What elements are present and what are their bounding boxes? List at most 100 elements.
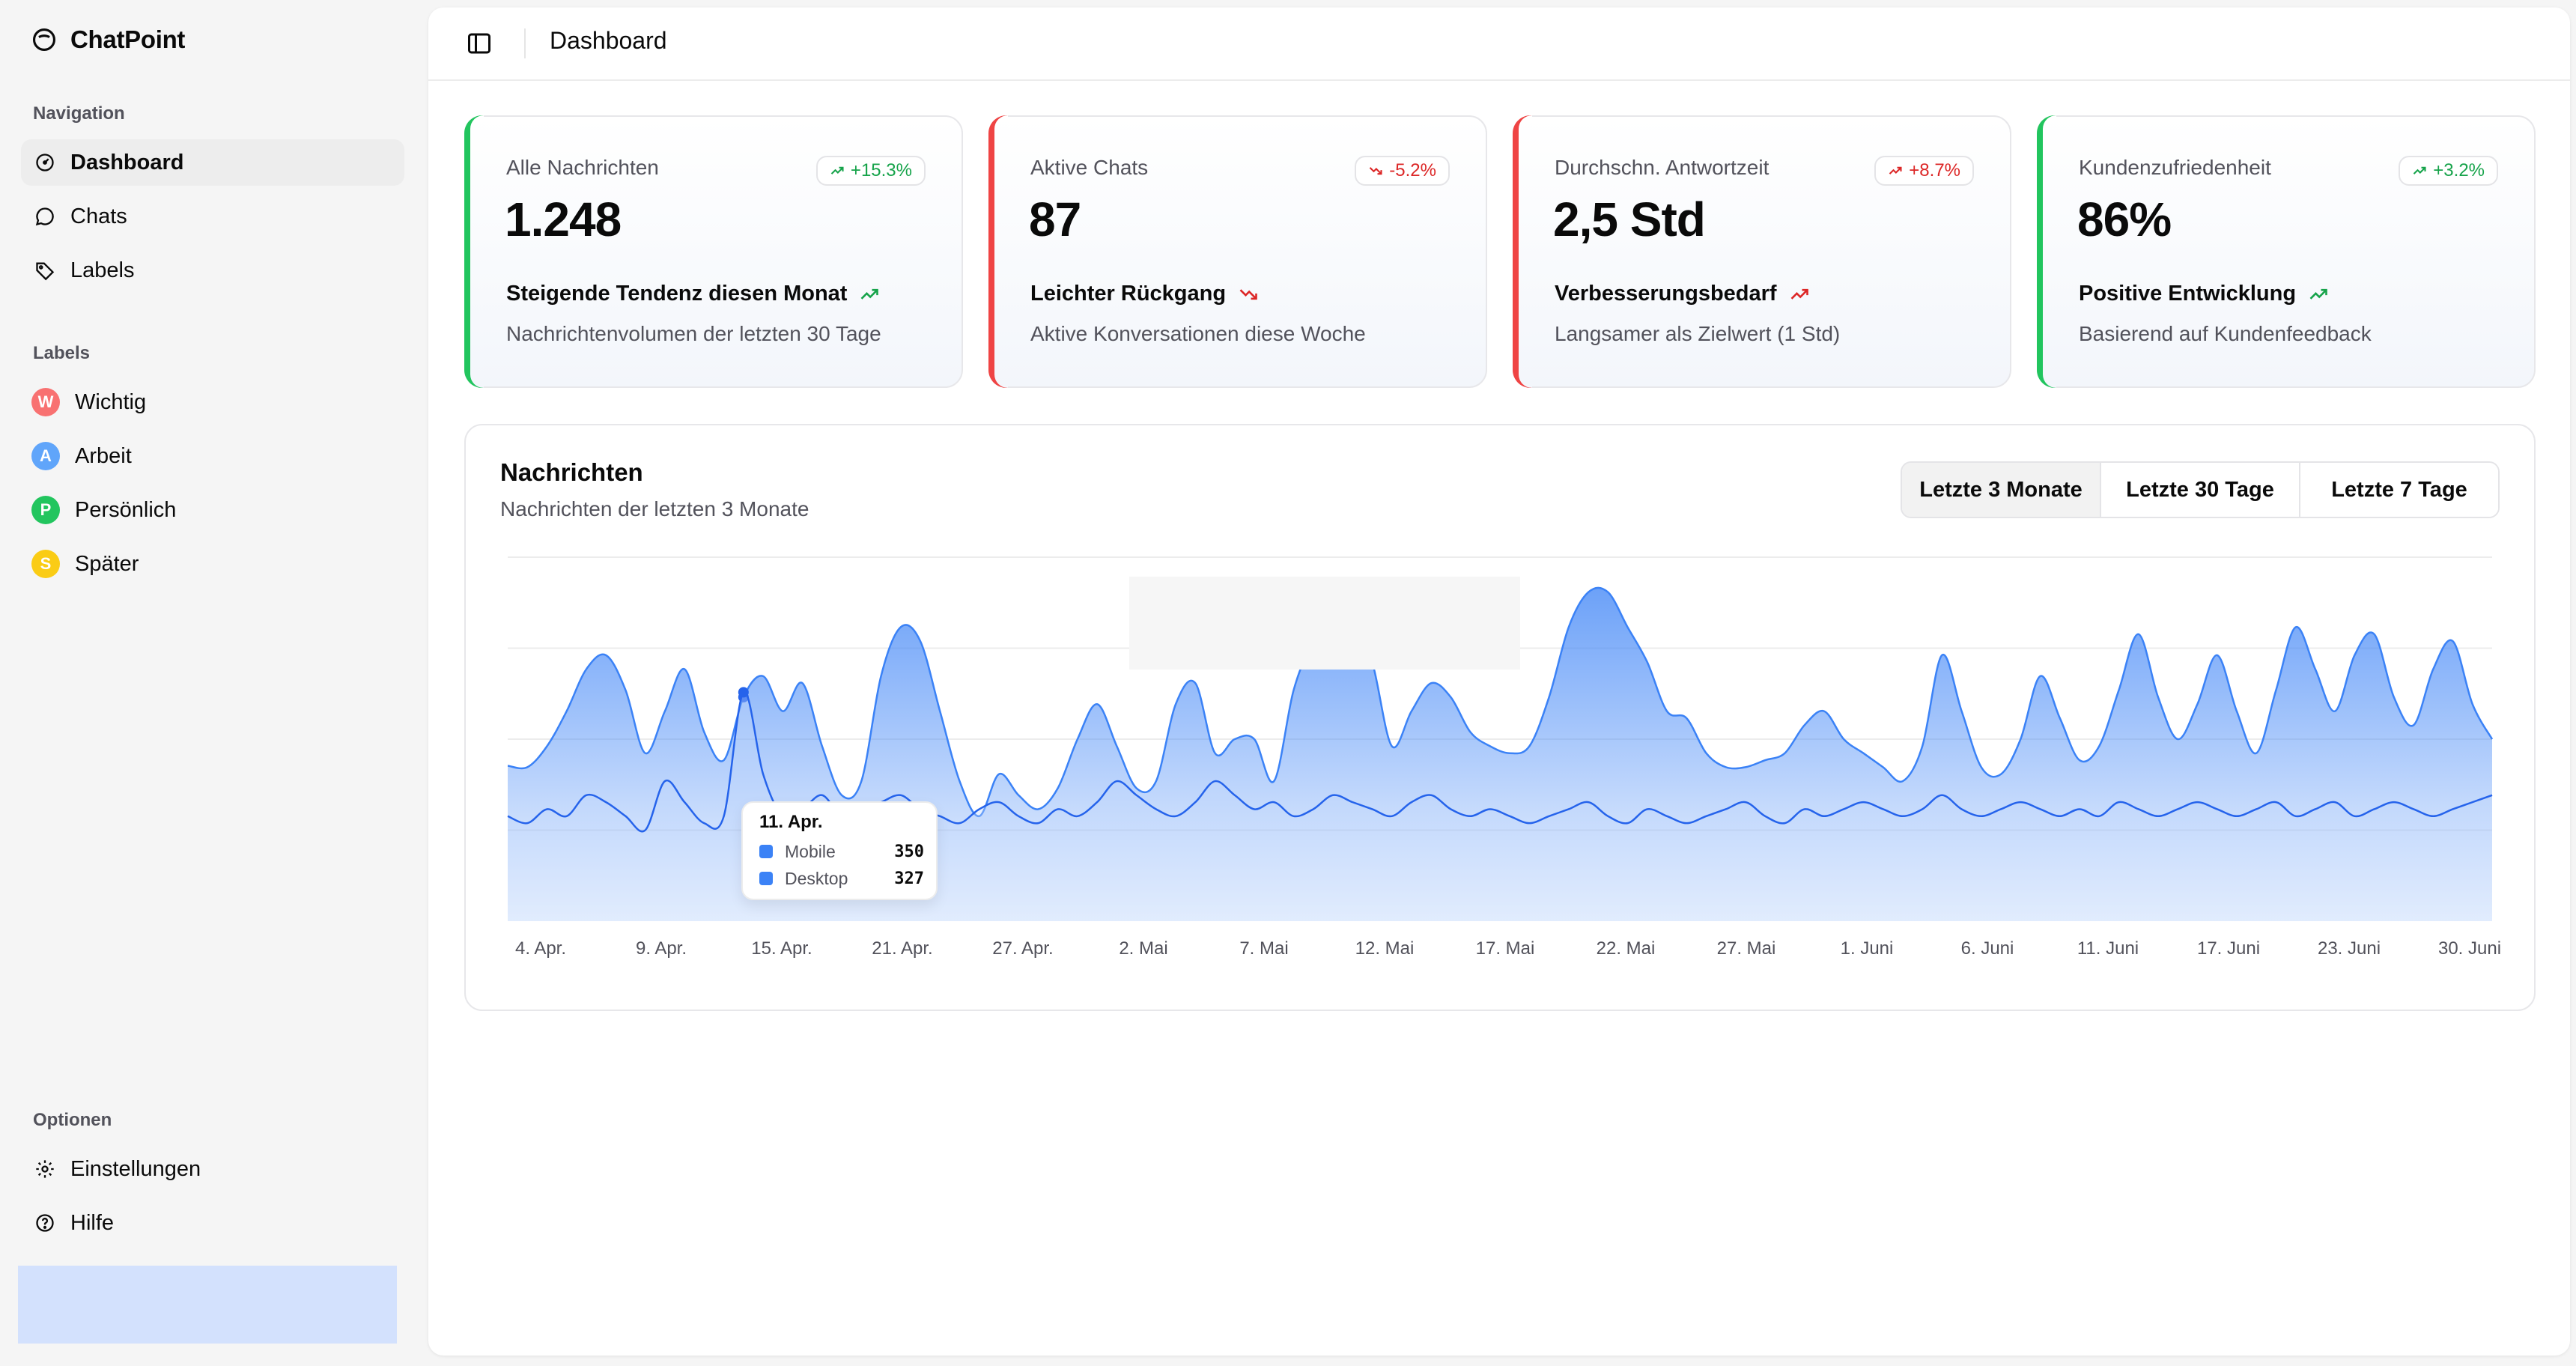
x-tick-label: 21. Apr. (872, 938, 932, 959)
range-7-days-button[interactable]: Letzte 7 Tage (2299, 463, 2498, 517)
trending-down-icon (1370, 167, 1382, 175)
x-tick-label: 15. Apr. (751, 938, 812, 959)
main-panel: Dashboard Alle Nachrichten +15.3% 1.248 … (428, 7, 2570, 1356)
nav-item-label: Hilfe (70, 1210, 115, 1235)
label-item-label: Persönlich (75, 497, 177, 522)
tooltip-row-desktop: Desktop 327 (759, 867, 924, 890)
gear-icon (36, 1160, 54, 1178)
card-trend-line: Positive Entwicklung (2079, 282, 2329, 306)
label-item-label: Arbeit (75, 443, 132, 468)
message-icon (35, 207, 54, 226)
tooltip-series-name: Desktop (785, 868, 848, 888)
chart-tooltip: 11. Apr. Mobile 350 Desktop 327 (741, 801, 938, 900)
card-trend-line: Leichter Rückgang (1030, 282, 1259, 306)
card-accent (988, 115, 1008, 388)
trending-down-icon (1239, 288, 1257, 300)
x-tick-label: 22. Mai (1597, 938, 1656, 959)
gauge-icon (36, 154, 54, 171)
x-tick-label: 9. Apr. (636, 938, 687, 959)
label-item-label: Wichtig (75, 389, 147, 414)
x-tick-label: 4. Apr. (515, 938, 566, 959)
x-tick-label: 12. Mai (1355, 938, 1415, 959)
page-title: Dashboard (550, 27, 667, 54)
card-subtext: Nachrichtenvolumen der letzten 30 Tage (506, 322, 881, 345)
trending-up-icon (1790, 288, 1808, 300)
labels-heading: Labels (33, 343, 91, 363)
series-line-desktop (507, 690, 2493, 833)
brand[interactable]: ChatPoint (31, 25, 185, 54)
card-title: Alle Nachrichten (506, 156, 659, 179)
badge-value: -5.2% (1389, 160, 1436, 180)
badge-value: +3.2% (2433, 160, 2485, 180)
x-tick-label: 23. Juni (2318, 938, 2381, 959)
nav-item-chats[interactable]: Chats (21, 193, 404, 240)
x-tick-label: 27. Mai (1717, 938, 1776, 959)
label-item-persoenlich[interactable]: P Persönlich (21, 487, 404, 533)
nav-item-labels[interactable]: Labels (21, 247, 404, 294)
x-tick-label: 2. Mai (1119, 938, 1167, 959)
nav-item-label: Chats (70, 204, 127, 228)
label-item-arbeit[interactable]: A Arbeit (21, 433, 404, 479)
badge-value: +15.3% (850, 160, 912, 180)
card-value: 2,5 Std (1553, 192, 1706, 246)
x-tick-label: 17. Juni (2197, 938, 2260, 959)
kpi-card-satisfaction: Kundenzufriedenheit +3.2% 86% Positive E… (2037, 115, 2536, 388)
trending-up-icon (1889, 166, 1902, 174)
card-accent (2037, 115, 2056, 388)
x-tick-label: 30. Juni (2438, 938, 2501, 959)
sidebar-toggle-icon[interactable] (466, 30, 493, 57)
options-heading: Optionen (33, 1110, 112, 1130)
trend-badge: -5.2% (1355, 156, 1450, 186)
tooltip-date: 11. Apr. (759, 812, 823, 832)
chart-overlay-placeholder (1129, 577, 1520, 670)
x-tick-label: 7. Mai (1239, 938, 1288, 959)
trending-up-icon (2414, 166, 2426, 174)
trending-up-icon (861, 288, 879, 300)
label-badge: S (31, 550, 60, 578)
nav-item-einstellungen[interactable]: Einstellungen (21, 1146, 404, 1192)
brand-name: ChatPoint (70, 25, 186, 53)
header: Dashboard (428, 7, 2570, 81)
trend-badge: +15.3% (815, 156, 926, 186)
range-selector: Letzte 3 Monate Letzte 30 Tage Letzte 7 … (1901, 461, 2500, 518)
user-panel[interactable] (18, 1266, 397, 1344)
card-trend-line: Verbesserungsbedarf (1555, 282, 1810, 306)
area-chart[interactable]: 4. Apr. 9. Apr. 15. Apr. 21. Apr. 27. Apr. 2.… (466, 425, 2534, 1010)
card-title: Aktive Chats (1030, 156, 1149, 179)
card-subtext: Langsamer als Zielwert (1 Std) (1555, 322, 1841, 345)
tag-icon (36, 262, 55, 281)
range-30-days-button[interactable]: Letzte 30 Tage (2100, 463, 2299, 517)
chart-subtitle: Nachrichten der letzten 3 Monate (500, 497, 809, 520)
tooltip-series-value: 327 (894, 869, 924, 888)
label-item-spaeter[interactable]: S Später (21, 541, 404, 587)
sidebar: ChatPoint Navigation Dashboard Chats Lab… (0, 0, 422, 1366)
label-badge: A (31, 442, 60, 470)
x-tick-label: 1. Juni (1841, 938, 1894, 959)
legend-swatch (759, 872, 773, 885)
label-badge: W (31, 388, 60, 416)
label-item-wichtig[interactable]: W Wichtig (21, 379, 404, 425)
card-accent (464, 115, 484, 388)
card-trend-text: Leichter Rückgang (1030, 282, 1227, 306)
nav-heading: Navigation (33, 103, 125, 124)
card-subtext: Aktive Konversationen diese Woche (1030, 322, 1366, 345)
nav-item-label: Einstellungen (70, 1156, 201, 1181)
card-value: 86% (2077, 192, 2172, 246)
tooltip-series-value: 350 (894, 842, 924, 861)
nav-item-dashboard[interactable]: Dashboard (21, 139, 404, 186)
card-subtext: Basierend auf Kundenfeedback (2079, 322, 2372, 345)
nav-item-hilfe[interactable]: Hilfe (21, 1200, 404, 1246)
nav-item-label: Dashboard (70, 150, 184, 174)
card-title: Kundenzufriedenheit (2079, 156, 2271, 179)
range-3-months-button[interactable]: Letzte 3 Monate (1902, 463, 2100, 517)
card-title: Durchschn. Antwortzeit (1555, 156, 1770, 179)
active-point-desktop (738, 687, 749, 698)
card-trend-text: Steigende Tendenz diesen Monat (506, 282, 848, 306)
label-item-label: Später (75, 551, 139, 576)
x-tick-label: 17. Mai (1476, 938, 1535, 959)
card-value: 1.248 (505, 192, 622, 246)
card-value: 87 (1029, 192, 1081, 246)
trend-badge: +8.7% (1874, 156, 1974, 186)
help-icon (36, 1214, 54, 1232)
trending-up-icon (830, 166, 844, 174)
